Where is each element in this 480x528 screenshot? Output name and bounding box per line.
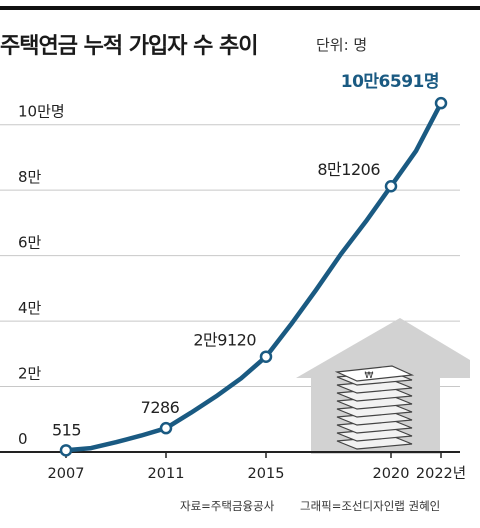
data-point-marker [259,350,273,363]
unit-label: 단위: 명 [316,36,368,54]
top-rule [0,6,480,10]
data-point-marker [384,179,398,193]
data-point-marker [434,96,448,110]
data-point-marker [159,421,173,435]
y-tick-label: 6만 [18,234,42,252]
source-note: 자료=주택금융공사 [180,499,275,513]
x-tick-label: 2020 [373,466,410,482]
x-tick-label: 2007 [48,466,85,482]
marker-layer [59,96,448,457]
y-tick-label: 4만 [18,299,42,317]
bill-top [334,365,415,382]
data-label: 7286 [141,398,180,417]
series-line [63,100,444,453]
x-tick-label: 2022년 [416,465,466,482]
y-tick-label: 2만 [18,365,42,383]
grid-layer: 0 2만 4만 6만 8만 10만명 [0,103,460,448]
won-symbol: ₩ [365,371,374,381]
chart-title: 주택연금 누적 가입자 수 추이 [0,34,259,59]
house-with-money-stack-icon: ₩ [296,318,470,454]
axis-layer: 2007 2011 2015 2020 2022년 [0,451,466,482]
credit-note: 그래픽=조선디자인랩 권혜인 [300,499,441,513]
line-layer [63,100,444,453]
house-roof-shape [296,318,470,378]
money-stack-icon: ₩ [334,365,415,450]
data-label: 2만9120 [193,331,256,350]
data-label: 8만1206 [317,160,380,179]
data-label: 10만6591명 [341,72,439,92]
data-point-marker [59,444,73,457]
y-tick-label: 8만 [18,168,42,186]
data-label: 515 [52,420,81,439]
y-tick-label: 10만명 [18,103,65,121]
y-tick-label: 0 [18,430,28,448]
x-tick-label: 2015 [248,466,285,482]
label-layer: 515 7286 2만9120 8만1206 10만6591명 [52,72,440,439]
x-tick-label: 2011 [148,466,185,482]
